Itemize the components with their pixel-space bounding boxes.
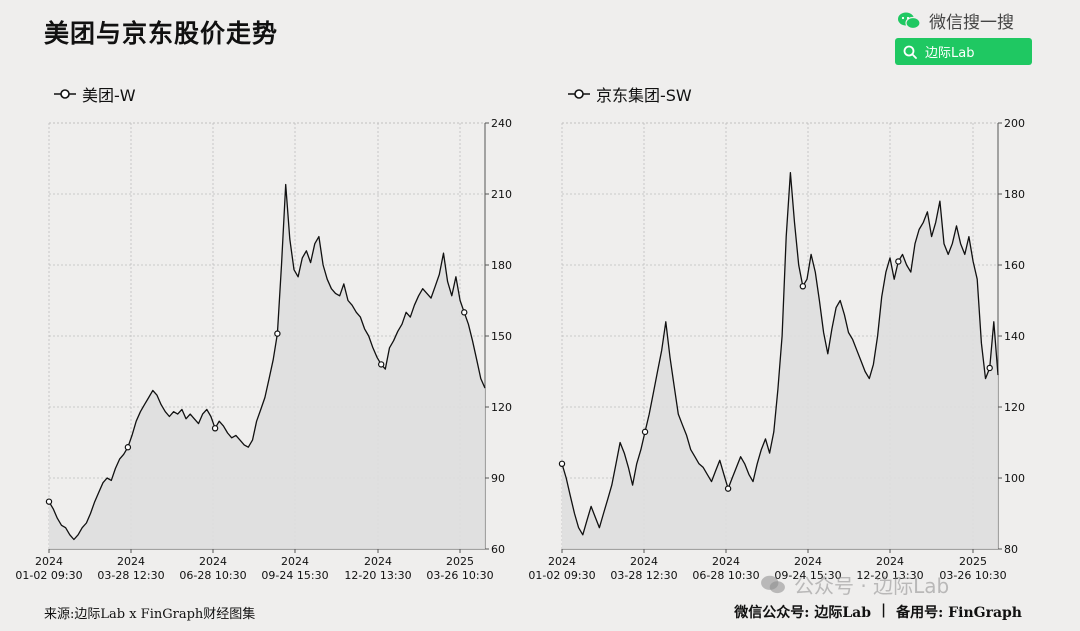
x-tick-date: 03-26 10:30: [939, 569, 1006, 582]
y-tick-label: 150: [491, 330, 512, 343]
x-tick-year: 2024: [712, 555, 740, 568]
y-tick-label: 100: [1004, 472, 1025, 485]
series-marker: [558, 460, 566, 467]
series-marker: [124, 444, 132, 451]
wechat-search-text: 微信搜一搜: [929, 13, 1014, 33]
y-tick-label: 120: [491, 401, 512, 414]
footer-account: 微信公众号: 边际Lab: [734, 605, 872, 621]
y-tick-label: 80: [1004, 543, 1018, 556]
y-tick-label: 240: [491, 117, 512, 130]
x-tick-date: 01-02 09:30: [15, 569, 82, 582]
legend-marker-icon: [54, 89, 76, 99]
series-marker: [895, 258, 902, 265]
series-area: [49, 184, 485, 549]
x-tick-year: 2024: [876, 555, 904, 568]
x-tick-date: 01-02 09:30: [528, 569, 595, 582]
x-tick-date: 03-26 10:30: [426, 569, 493, 582]
y-tick-label: 140: [1004, 330, 1025, 343]
y-tick-label: 180: [491, 259, 512, 272]
x-tick-year: 2024: [548, 555, 576, 568]
y-tick-label: 90: [491, 472, 505, 485]
series-area: [562, 172, 998, 549]
legend-left-label: 美团-W: [82, 86, 136, 105]
series-marker: [211, 425, 219, 432]
legend-left: 美团-W: [54, 82, 136, 106]
x-tick-year: 2024: [35, 555, 63, 568]
x-tick-year: 2025: [959, 555, 987, 568]
x-tick-date: 12-20 13:30: [856, 569, 923, 582]
source-note: 来源:边际Lab x FinGraph财经图集: [44, 607, 256, 622]
y-tick-label: 160: [1004, 259, 1025, 272]
series-marker: [274, 330, 281, 337]
x-tick-year: 2024: [794, 555, 822, 568]
y-tick-label: 200: [1004, 117, 1025, 130]
legend-right-label: 京东集团-SW: [596, 86, 692, 105]
y-tick-label: 60: [491, 543, 505, 556]
x-tick-date: 12-20 13:30: [344, 569, 411, 582]
search-icon: [903, 45, 917, 59]
x-tick-date: 06-28 10:30: [692, 569, 759, 582]
x-tick-date: 09-24 15:30: [774, 569, 841, 582]
series-marker: [377, 361, 385, 368]
series-marker: [724, 485, 732, 492]
footer-credits: 微信公众号: 边际Lab | 备用号: FinGraph: [734, 602, 1022, 622]
series-marker: [986, 364, 993, 372]
series-marker: [461, 309, 468, 316]
wechat-watermark-icon: [761, 575, 785, 593]
x-tick-date: 06-28 10:30: [179, 569, 246, 582]
footer-separator: |: [881, 602, 887, 618]
series-marker: [799, 283, 807, 290]
series-marker: [45, 498, 53, 505]
x-tick-year: 2024: [281, 555, 309, 568]
wechat-icon: [898, 12, 921, 29]
series-marker: [641, 428, 649, 436]
y-tick-label: 120: [1004, 401, 1025, 414]
x-tick-year: 2024: [199, 555, 227, 568]
legend-marker-icon: [568, 89, 590, 99]
x-tick-date: 09-24 15:30: [261, 569, 328, 582]
x-tick-year: 2024: [630, 555, 658, 568]
series-line: [48, 183, 486, 541]
x-tick-year: 2025: [446, 555, 474, 568]
series-line: [561, 172, 999, 536]
search-button-label: 边际Lab: [925, 46, 975, 61]
x-tick-year: 2024: [364, 555, 392, 568]
page-title: 美团与京东股价走势: [44, 19, 279, 48]
legend-right: 京东集团-SW: [568, 82, 692, 106]
x-tick-year: 2024: [117, 555, 145, 568]
wechat-search-label: 微信搜一搜: [897, 8, 1014, 33]
x-tick-date: 03-28 12:30: [610, 569, 677, 582]
watermark: 公众号 · 边际Lab: [760, 570, 949, 599]
y-tick-label: 180: [1004, 188, 1025, 201]
y-tick-label: 210: [491, 188, 512, 201]
footer-record: 备用号: FinGraph: [896, 605, 1022, 621]
search-button[interactable]: 边际Lab: [895, 38, 1032, 65]
watermark-text: 公众号 · 边际Lab: [794, 574, 950, 598]
x-tick-date: 03-28 12:30: [97, 569, 164, 582]
